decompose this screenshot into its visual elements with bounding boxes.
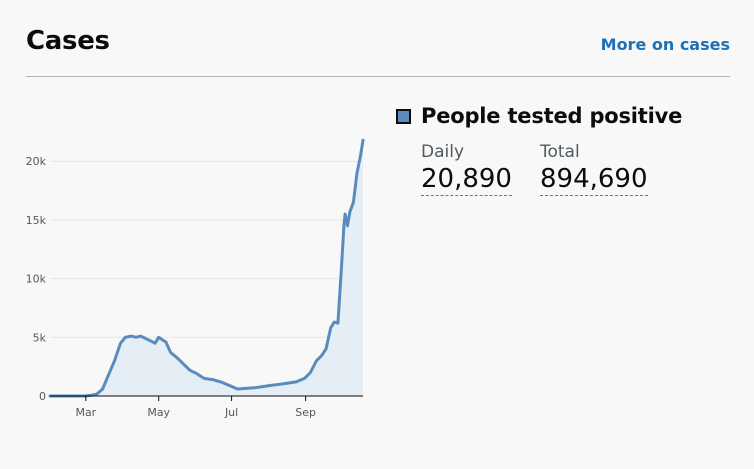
x-tick-label: Jul: [224, 406, 238, 419]
daily-label: Daily: [421, 142, 465, 162]
x-axis-labels: Mar May Jul Sep: [75, 396, 316, 419]
cases-series-line: [48, 138, 365, 398]
y-tick-label: 20k: [26, 155, 47, 168]
card-title: Cases: [26, 26, 110, 56]
y-tick-label: 15k: [26, 214, 47, 227]
daily-value[interactable]: 20,890: [421, 164, 512, 196]
x-tick-label: May: [147, 406, 170, 419]
cases-chart: 0 5k 10k 15k 20k Mar May Jul Sep: [26, 138, 365, 419]
y-tick-label: 5k: [33, 331, 47, 344]
daily-metric: Daily 20,890: [421, 142, 512, 196]
total-metric: Total 894,690: [540, 142, 648, 196]
y-axis-labels: 0 5k 10k 15k 20k: [26, 155, 47, 403]
header-divider: [26, 76, 730, 77]
cases-area-fill: [50, 140, 363, 396]
total-label: Total: [540, 142, 580, 162]
chart-gridlines: [50, 160, 363, 338]
y-tick-label: 10k: [26, 273, 47, 286]
total-value[interactable]: 894,690: [540, 164, 648, 196]
x-tick-label: Mar: [75, 406, 96, 419]
chart-legend: People tested positive: [396, 104, 682, 128]
more-on-cases-link[interactable]: More on cases: [600, 35, 730, 54]
legend-swatch: [396, 108, 411, 124]
x-tick-label: Sep: [295, 406, 316, 419]
legend-label: People tested positive: [421, 104, 683, 128]
y-tick-label: 0: [39, 390, 46, 403]
